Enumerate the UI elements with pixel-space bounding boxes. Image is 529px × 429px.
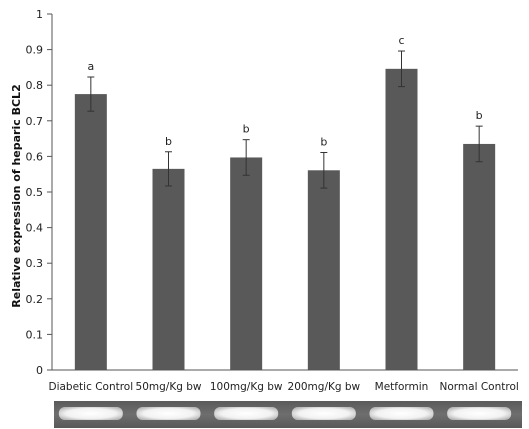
- y-tick-label: 0.3: [26, 257, 44, 270]
- error-bars: [87, 50, 483, 189]
- gel-band: [447, 407, 512, 420]
- gel-band: [291, 407, 356, 420]
- bar: [152, 168, 185, 370]
- gel-band: [369, 407, 434, 420]
- y-tick-label: 0.7: [26, 115, 44, 128]
- bars: [74, 68, 496, 370]
- y-tick-label: 0.6: [26, 150, 44, 163]
- y-tick-label: 0.5: [26, 186, 44, 199]
- significance-letter: b: [476, 109, 483, 122]
- category-label: Normal Control: [440, 381, 519, 393]
- gel-band: [136, 407, 201, 420]
- category-label: Diabetic Control: [48, 381, 133, 393]
- y-axis-label: Relative expression of heparic BCL2: [10, 84, 23, 307]
- bar: [463, 143, 496, 370]
- significance-letter: b: [243, 123, 250, 136]
- bar: [230, 157, 263, 370]
- gel-strip: [54, 401, 522, 428]
- gel-band: [214, 407, 279, 420]
- category-label: 100mg/Kg bw: [210, 381, 283, 393]
- y-axis: [47, 13, 53, 371]
- y-tick-label: 0.8: [26, 79, 44, 92]
- category-labels: Diabetic Control 50mg/Kg bw 100mg/Kg bw 200…: [48, 381, 518, 393]
- category-label: 200mg/Kg bw: [288, 381, 361, 393]
- significance-letter: b: [320, 135, 327, 148]
- significance-letter: b: [165, 135, 172, 148]
- gel-background: [54, 401, 522, 428]
- category-label: Metformin: [375, 381, 429, 393]
- y-tick-label: 0: [36, 364, 43, 377]
- bar: [74, 94, 107, 370]
- significance-letter: c: [398, 34, 404, 47]
- y-tick-label: 0.1: [26, 328, 44, 341]
- bar: [307, 170, 340, 370]
- significance-labels: a b b b c b: [87, 34, 482, 148]
- y-tick-label: 0.9: [26, 44, 44, 57]
- category-label: 50mg/Kg bw: [136, 381, 202, 393]
- significance-letter: a: [87, 60, 94, 73]
- gel-band: [58, 407, 123, 420]
- y-tick-label: 0.4: [26, 222, 44, 235]
- y-tick-labels: 0 0.1 0.2 0.3 0.4 0.5 0.6 0.7 0.8 0.9 1: [26, 8, 44, 377]
- bar: [385, 68, 418, 370]
- y-tick-label: 0.2: [26, 293, 44, 306]
- y-tick-label: 1: [36, 8, 43, 21]
